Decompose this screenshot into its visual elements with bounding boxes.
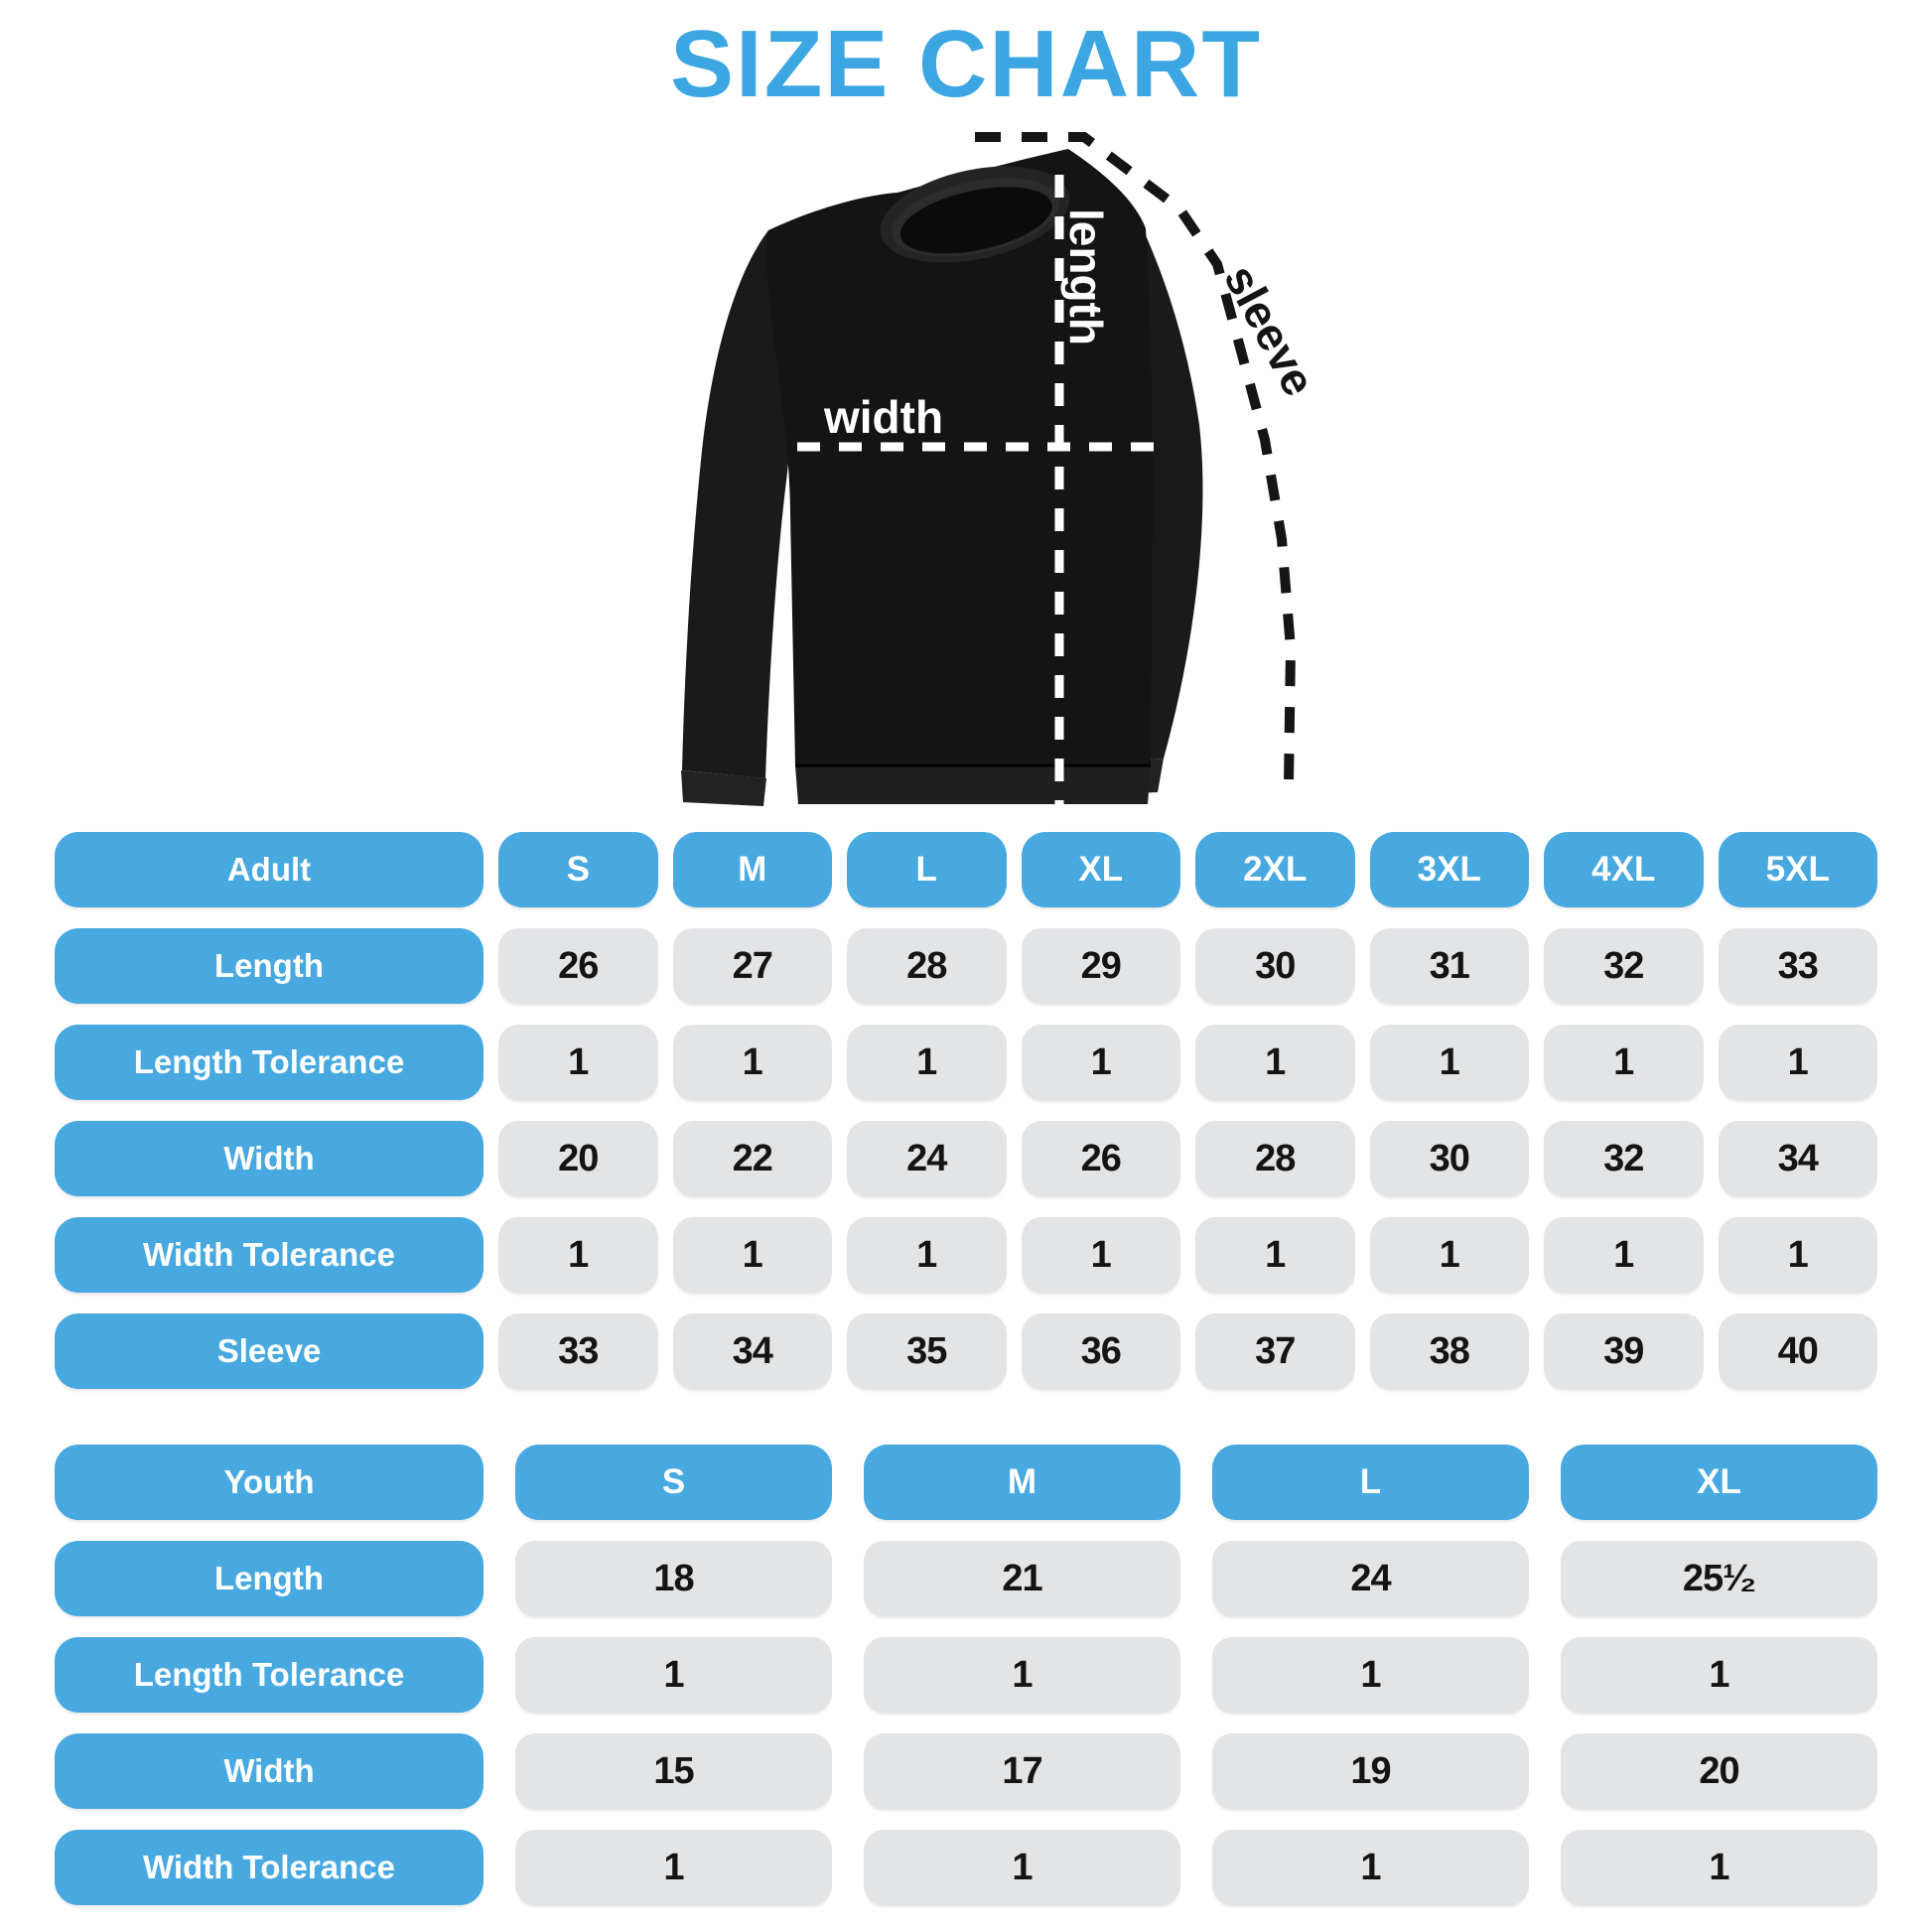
value-cell: 19 <box>1212 1733 1529 1809</box>
value-cell: 1 <box>1561 1637 1877 1713</box>
value-cell: 1 <box>1718 1025 1877 1100</box>
value-cell: 1 <box>1369 1217 1529 1293</box>
length-label: length <box>1060 208 1112 345</box>
adult-size-table: Adult S M L XL 2XL 3XL 4XL 5XL Length 26 27 28 29 30 31… <box>55 832 1877 1389</box>
value-cell: 35 <box>847 1313 1007 1389</box>
value-cell: 34 <box>672 1313 832 1389</box>
row-label-cell: Length <box>55 1541 483 1616</box>
row-label-cell: Length <box>55 928 483 1004</box>
row-label-cell: Length Tolerance <box>55 1025 483 1100</box>
size-header-cell: 3XL <box>1369 832 1529 907</box>
value-cell: 40 <box>1718 1313 1877 1389</box>
value-cell: 25¹⁄₂ <box>1561 1541 1877 1616</box>
value-cell: 33 <box>1718 928 1877 1004</box>
table-title-cell: Youth <box>55 1445 483 1520</box>
value-cell: 1 <box>1544 1217 1704 1293</box>
row-label-cell: Length Tolerance <box>55 1637 483 1713</box>
value-cell: 1 <box>864 1637 1180 1713</box>
value-cell: 39 <box>1544 1313 1704 1389</box>
row-label-cell: Width Tolerance <box>55 1830 483 1905</box>
value-cell: 1 <box>1561 1830 1877 1905</box>
sleeve-label: sleeve <box>1214 256 1311 404</box>
value-cell: 17 <box>864 1733 1180 1809</box>
value-cell: 38 <box>1369 1313 1529 1389</box>
value-cell: 24 <box>847 1121 1007 1196</box>
value-cell: 26 <box>1021 1121 1180 1196</box>
value-cell: 20 <box>498 1121 658 1196</box>
value-cell: 24 <box>1212 1541 1529 1616</box>
value-cell: 28 <box>847 928 1007 1004</box>
value-cell: 21 <box>864 1541 1180 1616</box>
value-cell: 29 <box>1021 928 1180 1004</box>
size-header-cell: 4XL <box>1544 832 1704 907</box>
value-cell: 1 <box>672 1217 832 1293</box>
row-label-cell: Width <box>55 1121 483 1196</box>
value-cell: 1 <box>1212 1637 1529 1713</box>
value-cell: 27 <box>672 928 832 1004</box>
value-cell: 1 <box>515 1830 832 1905</box>
size-header-cell: XL <box>1561 1445 1877 1520</box>
size-header-cell: L <box>847 832 1007 907</box>
value-cell: 1 <box>1021 1025 1180 1100</box>
value-cell: 1 <box>1718 1217 1877 1293</box>
size-header-cell: S <box>515 1445 832 1520</box>
width-label: width <box>823 391 943 443</box>
value-cell: 36 <box>1021 1313 1180 1389</box>
collar <box>880 166 1070 263</box>
value-cell: 33 <box>498 1313 658 1389</box>
value-cell: 20 <box>1561 1733 1877 1809</box>
left-cuff-shape <box>681 770 766 806</box>
hem-band-shape <box>795 765 1151 804</box>
size-header-cell: 5XL <box>1718 832 1877 907</box>
row-label-cell: Sleeve <box>55 1313 483 1389</box>
value-cell: 32 <box>1544 1121 1704 1196</box>
value-cell: 28 <box>1195 1121 1355 1196</box>
value-cell: 1 <box>1212 1830 1529 1905</box>
value-cell: 1 <box>498 1025 658 1100</box>
value-cell: 1 <box>1369 1025 1529 1100</box>
value-cell: 1 <box>1021 1217 1180 1293</box>
value-cell: 1 <box>515 1637 832 1713</box>
sleeve-measure-line <box>975 132 1297 785</box>
size-header-cell: M <box>864 1445 1180 1520</box>
value-cell: 30 <box>1369 1121 1529 1196</box>
value-cell: 1 <box>1195 1217 1355 1293</box>
youth-size-table: Youth S M L XL Length 18 21 24 25¹⁄₂ Length Tolera… <box>55 1445 1877 1905</box>
value-cell: 34 <box>1718 1121 1877 1196</box>
value-cell: 26 <box>498 928 658 1004</box>
row-label-cell: Width <box>55 1733 483 1809</box>
value-cell: 1 <box>864 1830 1180 1905</box>
value-cell: 32 <box>1544 928 1704 1004</box>
table-title-cell: Adult <box>55 832 483 907</box>
value-cell: 1 <box>1544 1025 1704 1100</box>
value-cell: 1 <box>1195 1025 1355 1100</box>
row-label-cell: Width Tolerance <box>55 1217 483 1293</box>
value-cell: 1 <box>847 1217 1007 1293</box>
value-cell: 18 <box>515 1541 832 1616</box>
value-cell: 1 <box>498 1217 658 1293</box>
sweatshirt-diagram: width length sleeve <box>516 97 1311 812</box>
size-header-cell: S <box>498 832 658 907</box>
value-cell: 22 <box>672 1121 832 1196</box>
sweatshirt-illustration: width length sleeve <box>681 132 1311 806</box>
size-header-cell: M <box>672 832 832 907</box>
value-cell: 37 <box>1195 1313 1355 1389</box>
size-header-cell: 2XL <box>1195 832 1355 907</box>
size-header-cell: L <box>1212 1445 1529 1520</box>
value-cell: 15 <box>515 1733 832 1809</box>
value-cell: 1 <box>672 1025 832 1100</box>
size-header-cell: XL <box>1021 832 1180 907</box>
value-cell: 30 <box>1195 928 1355 1004</box>
page-title: SIZE CHART <box>670 11 1262 117</box>
value-cell: 31 <box>1369 928 1529 1004</box>
value-cell: 1 <box>847 1025 1007 1100</box>
